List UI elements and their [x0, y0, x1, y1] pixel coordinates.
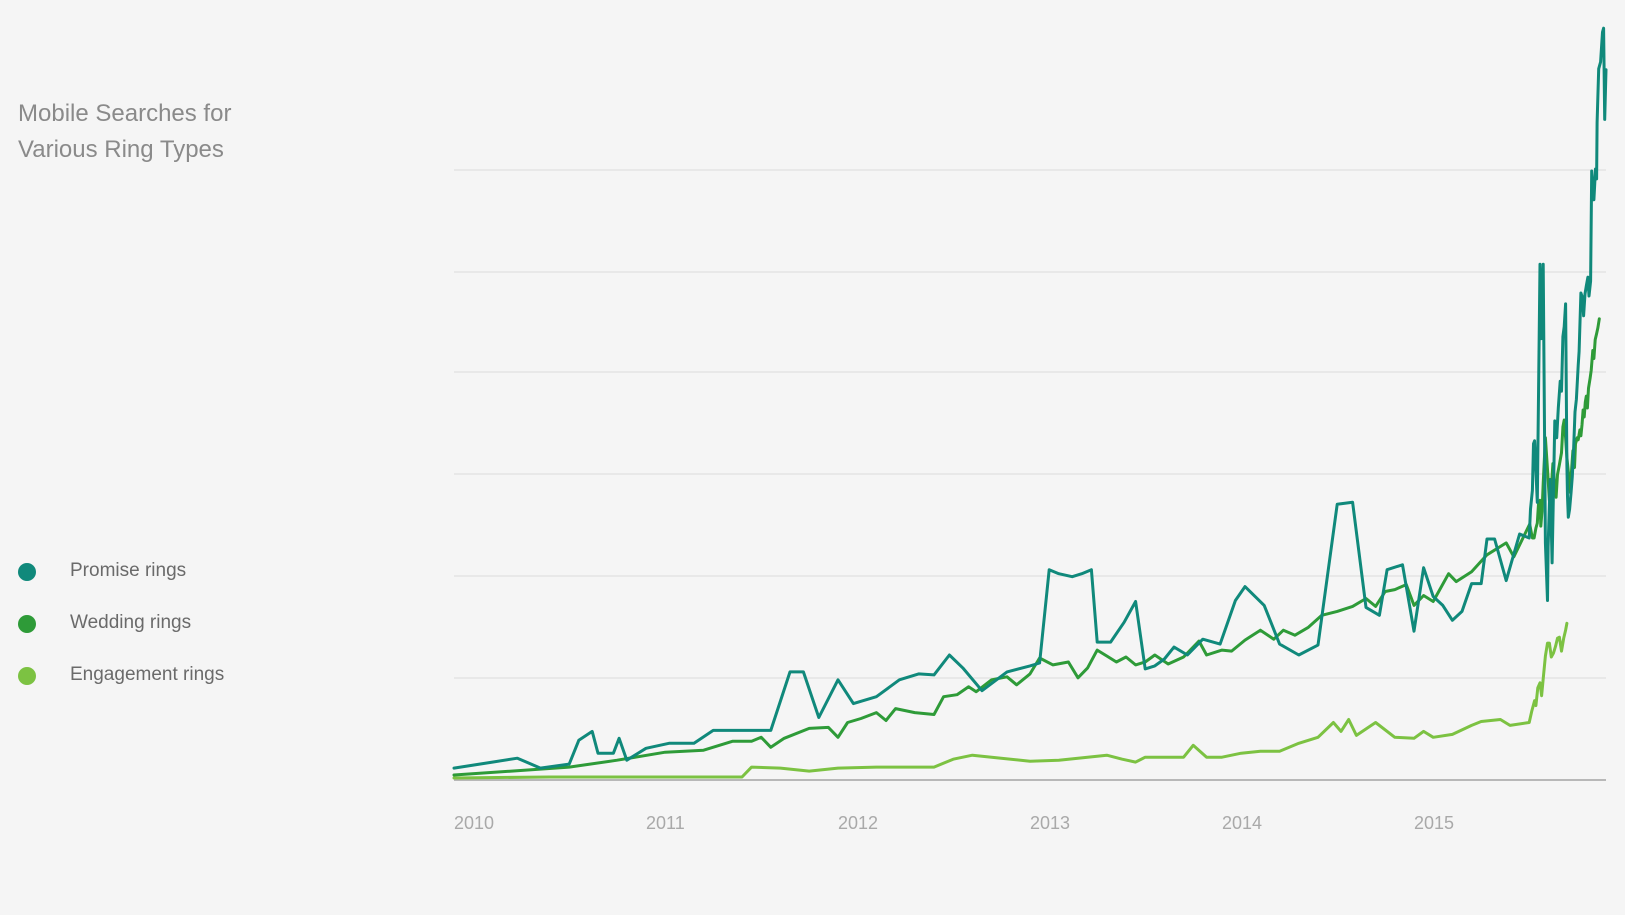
- series-line-wedding-rings: [452, 317, 1601, 777]
- series-line-promise-rings: [452, 26, 1608, 770]
- x-tick-label-2015: 2015: [1414, 813, 1454, 833]
- series-line-engagement-rings: [452, 621, 1569, 780]
- chart-x-axis: 2010 2011 2012 2013 2014 2015: [454, 813, 1454, 833]
- chart-gridlines: [454, 169, 1606, 781]
- legend-swatch-wedding-rings: [18, 615, 36, 633]
- chart-title: Mobile Searches for Various Ring Types: [18, 96, 338, 168]
- legend-label-promise-rings: Promise rings: [70, 560, 187, 581]
- legend-label-wedding-rings: Wedding rings: [70, 612, 192, 633]
- x-tick-label-2011: 2011: [646, 813, 685, 833]
- legend-swatch-promise-rings: [18, 563, 36, 581]
- legend-label-engagement-rings: Engagement rings: [70, 664, 225, 685]
- chart-title-line-1: Mobile Searches for: [18, 100, 232, 127]
- x-tick-label-2013: 2013: [1030, 813, 1070, 833]
- chart-title-line-2: Various Ring Types: [18, 136, 224, 163]
- chart-series: [452, 26, 1608, 780]
- x-tick-label-2014: 2014: [1222, 813, 1262, 833]
- legend-swatch-engagement-rings: [18, 667, 36, 685]
- x-tick-label-2010: 2010: [454, 813, 494, 833]
- x-tick-label-2012: 2012: [838, 813, 878, 833]
